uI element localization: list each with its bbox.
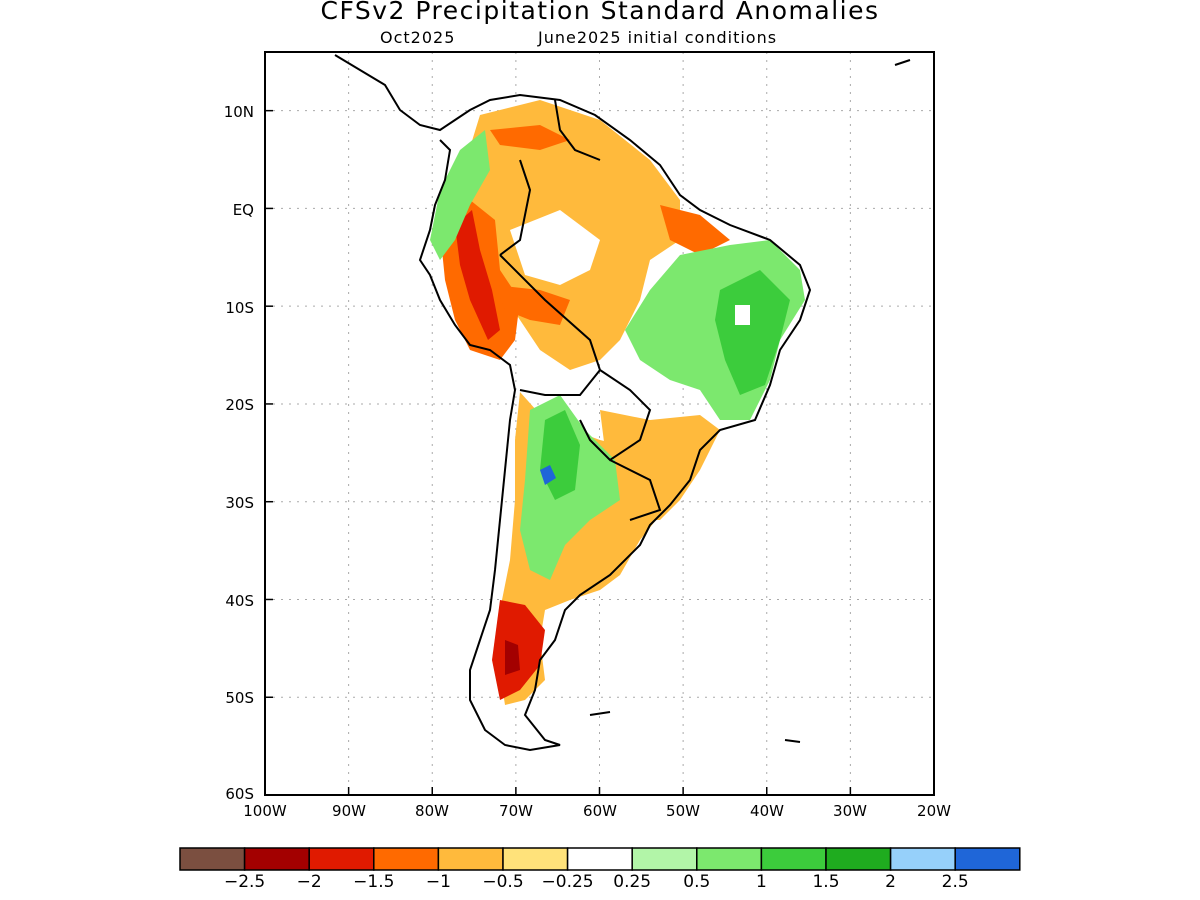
region-ne-brazil-white <box>735 305 750 325</box>
lat-label-60s: 60S <box>225 785 254 803</box>
region-brazil-core-wet <box>715 270 790 395</box>
region-amazon-white <box>510 210 600 285</box>
colorbar-label: 2 <box>885 872 896 892</box>
colorbar-label: 1.5 <box>812 872 840 892</box>
lon-label-60w: 60W <box>583 802 617 820</box>
region-patagonia-core <box>505 640 520 675</box>
region-colombia-wet <box>430 130 490 260</box>
map-frame <box>264 51 935 796</box>
region-paraguay-peak <box>540 465 556 485</box>
lon-label-20w: 20W <box>917 802 951 820</box>
colorbar-label: 1 <box>755 872 767 892</box>
region-venezuela-dry <box>490 125 570 150</box>
colorbar-label: −1 <box>425 872 451 892</box>
lon-label-100w: 100W <box>243 802 287 820</box>
region-southern-patagonia-dry <box>492 600 545 700</box>
anomaly-shading <box>430 100 805 705</box>
region-amazon-mouth <box>660 205 730 255</box>
colorbar-label: 0.5 <box>683 872 711 892</box>
lat-label-20s: 20S <box>225 396 254 414</box>
lon-label-70w: 70W <box>499 802 533 820</box>
lat-label-40s: 40S <box>225 592 254 610</box>
valid-month: Oct2025 <box>380 28 456 47</box>
colorbar-label: −0.25 <box>541 872 594 892</box>
lat-label-10n: 10N <box>223 103 254 121</box>
region-se-brazil-dry <box>600 410 720 520</box>
region-peru-core <box>455 210 500 340</box>
colorbar-label: −1.5 <box>353 872 395 892</box>
colorbar-label: −0.5 <box>482 872 524 892</box>
map-title: CFSv2 Precipitation Standard Anomalies <box>320 0 880 25</box>
initial-conditions: June2025 initial conditions <box>538 28 778 47</box>
lon-label-50w: 50W <box>666 802 700 820</box>
region-bolivia-dry <box>495 285 570 325</box>
lon-label-80w: 80W <box>415 802 449 820</box>
colorbar-label: −2.5 <box>223 872 266 892</box>
lon-label-40w: 40W <box>750 802 784 820</box>
colorbar-label: 2.5 <box>941 872 969 892</box>
lon-label-30w: 30W <box>833 802 867 820</box>
colorbar-label: −2 <box>296 872 322 892</box>
coastline <box>334 54 911 752</box>
lat-label-30s: 30S <box>225 494 254 512</box>
lat-label-eq: EQ <box>232 201 254 219</box>
colorbar-label: 0.25 <box>613 872 652 892</box>
lat-label-10s: 10S <box>225 299 254 317</box>
lon-label-90w: 90W <box>332 802 366 820</box>
lat-label-50s: 50S <box>225 689 254 707</box>
